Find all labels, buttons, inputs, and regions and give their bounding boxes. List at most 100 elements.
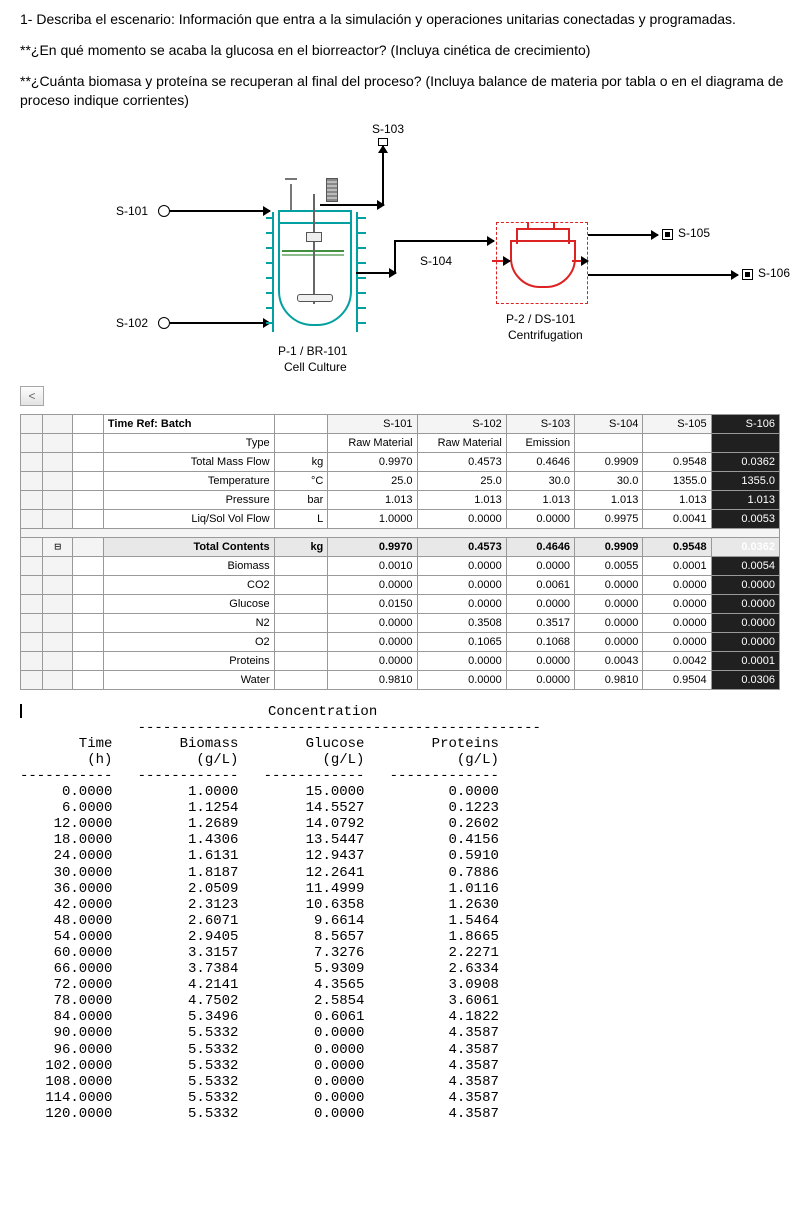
sink-s106: [742, 269, 753, 280]
table-cell: 25.0: [417, 471, 506, 490]
table-cell: 0.0000: [506, 670, 574, 689]
table-cell: 0.1065: [417, 632, 506, 651]
col-s106[interactable]: S-106: [711, 414, 779, 433]
table-cell: 0.0000: [575, 575, 643, 594]
node-s101: [158, 205, 170, 217]
centrifuge-top: [516, 228, 570, 244]
node-s102: [158, 317, 170, 329]
collapse-left-button[interactable]: <: [20, 386, 44, 406]
col-s102[interactable]: S-102: [417, 414, 506, 433]
question-1: 1- Describa el escenario: Información qu…: [20, 10, 786, 29]
table-cell: 0.0000: [417, 651, 506, 670]
row-label: N2: [103, 613, 274, 632]
col-s105[interactable]: S-105: [643, 414, 711, 433]
table-cell: 1355.0: [643, 471, 711, 490]
table-cell: 0.0000: [711, 575, 779, 594]
sink-s105: [662, 229, 673, 240]
table-cell: 0.0000: [575, 632, 643, 651]
question-2: **¿En qué momento se acaba la glucosa en…: [20, 41, 786, 60]
table-cell: 30.0: [575, 471, 643, 490]
table-cell: 0.0000: [643, 594, 711, 613]
table-cell: 0.0000: [506, 594, 574, 613]
table-cell: 1.013: [643, 490, 711, 509]
unit-name-reactor: Cell Culture: [284, 360, 347, 374]
table-cell: 0.0000: [417, 575, 506, 594]
table-cell: [643, 433, 711, 452]
pipe-s104-b: [394, 240, 494, 242]
table-cell: 0.0000: [643, 575, 711, 594]
table-cell: 0.0061: [506, 575, 574, 594]
table-cell: 0.0043: [575, 651, 643, 670]
table-cell: 0.0053: [711, 509, 779, 528]
table-cell: 0.0042: [643, 651, 711, 670]
row-label: Liq/Sol Vol Flow: [103, 509, 274, 528]
stream-label-s103: S-103: [372, 122, 404, 136]
col-s103[interactable]: S-103: [506, 414, 574, 433]
pipe-s103: [382, 146, 384, 206]
pipe-s104-a: [356, 272, 396, 274]
table-cell: 0.0362: [711, 452, 779, 471]
agitator-motor: [326, 178, 338, 202]
stream-label-s104: S-104: [420, 254, 452, 268]
unit-tag-reactor: P-1 / BR-101: [278, 344, 347, 358]
table-cell: 0.1068: [506, 632, 574, 651]
table-cell: 0.0000: [328, 651, 417, 670]
text-cursor: [20, 704, 22, 718]
tree-toggle[interactable]: ⊟: [42, 537, 72, 556]
gutter-cell: [21, 414, 43, 433]
col-s101[interactable]: S-101: [328, 414, 417, 433]
agitator-shaft: [313, 194, 315, 304]
table-cell: 0.9970: [328, 452, 417, 471]
table-cell: 0.3517: [506, 613, 574, 632]
table-cell: 0.0041: [643, 509, 711, 528]
pipe-s104-v: [394, 240, 396, 274]
table-cell: 0.0000: [506, 651, 574, 670]
stream-label-s105: S-105: [678, 226, 710, 240]
centri-inlet-2: [553, 222, 555, 228]
section-total-contents: Total Contents: [103, 537, 274, 556]
pipe-s103-h: [320, 204, 384, 206]
table-cell: [711, 433, 779, 452]
table-cell: 1.013: [328, 490, 417, 509]
table-cell: 1.013: [506, 490, 574, 509]
table-cell: Raw Material: [328, 433, 417, 452]
col-s104[interactable]: S-104: [575, 414, 643, 433]
reactor-port: [306, 232, 322, 242]
centri-inlet-1: [527, 222, 529, 228]
row-label: Temperature: [103, 471, 274, 490]
reactor-jacket-left: [272, 212, 274, 332]
table-cell: 0.0054: [711, 556, 779, 575]
table-cell: 1.013: [417, 490, 506, 509]
stream-balance-table: Time Ref: Batch S-101 S-102 S-103 S-104 …: [20, 414, 780, 690]
table-cell: 1.0000: [328, 509, 417, 528]
question-3: **¿Cuánta biomasa y proteína se recupera…: [20, 72, 786, 110]
table-cell: 0.0000: [711, 632, 779, 651]
row-label: Glucose: [103, 594, 274, 613]
pipe-s106: [588, 274, 738, 276]
table-cell: 0.0055: [575, 556, 643, 575]
table-cell: 0.0000: [643, 632, 711, 651]
unit-name-centri: Centrifugation: [508, 328, 583, 342]
row-label: O2: [103, 632, 274, 651]
table-cell: 0.4646: [506, 452, 574, 471]
table-cell: 0.9810: [575, 670, 643, 689]
table-cell: 0.0000: [575, 594, 643, 613]
table-title: Time Ref: Batch: [103, 414, 274, 433]
row-label: Type: [103, 433, 274, 452]
table-cell: 0.0010: [328, 556, 417, 575]
table-cell: 30.0: [506, 471, 574, 490]
table-cell: 0.0000: [711, 613, 779, 632]
table-cell: 1355.0: [711, 471, 779, 490]
row-label: Proteins: [103, 651, 274, 670]
pipe-s102: [170, 322, 270, 324]
vent-pipe: [290, 184, 292, 210]
row-label: Total Mass Flow: [103, 452, 274, 471]
agitator-blade: [297, 294, 333, 302]
table-cell: 0.9504: [643, 670, 711, 689]
table-cell: 0.0000: [328, 613, 417, 632]
table-cell: 0.0000: [506, 509, 574, 528]
table-cell: 0.0000: [711, 594, 779, 613]
table-cell: Emission: [506, 433, 574, 452]
pipe-s101: [170, 210, 270, 212]
table-cell: 0.9975: [575, 509, 643, 528]
